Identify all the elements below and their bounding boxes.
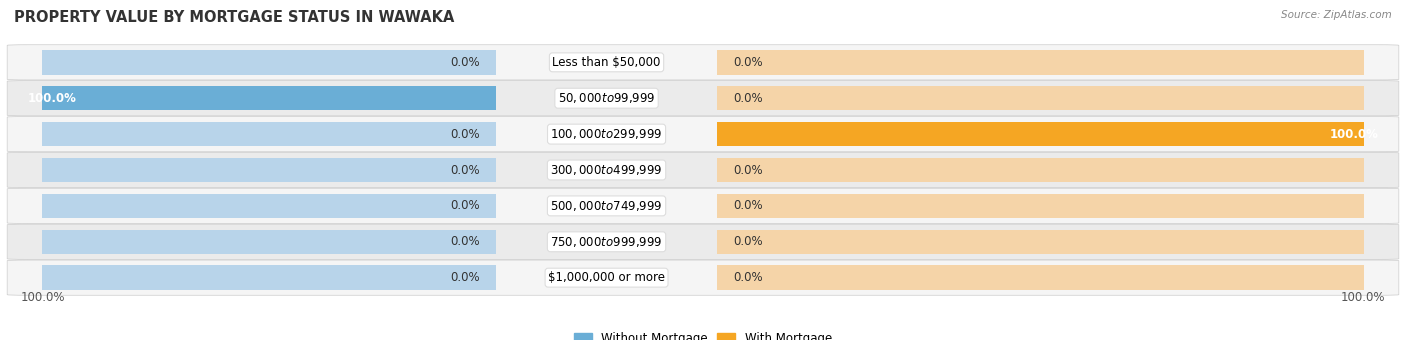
Bar bbox=[717, 122, 1364, 146]
FancyBboxPatch shape bbox=[7, 45, 1399, 80]
FancyBboxPatch shape bbox=[7, 188, 1399, 223]
Bar bbox=[717, 194, 1364, 218]
Bar bbox=[717, 266, 1364, 290]
Text: 0.0%: 0.0% bbox=[734, 164, 763, 176]
Text: $50,000 to $99,999: $50,000 to $99,999 bbox=[558, 91, 655, 105]
Text: 0.0%: 0.0% bbox=[734, 92, 763, 105]
Bar bbox=[42, 86, 496, 110]
Text: 0.0%: 0.0% bbox=[450, 199, 479, 212]
Bar bbox=[42, 86, 496, 110]
FancyBboxPatch shape bbox=[7, 224, 1399, 259]
Bar bbox=[42, 230, 496, 254]
Legend: Without Mortgage, With Mortgage: Without Mortgage, With Mortgage bbox=[569, 328, 837, 340]
Bar bbox=[717, 50, 1364, 74]
Text: Source: ZipAtlas.com: Source: ZipAtlas.com bbox=[1281, 10, 1392, 20]
Bar bbox=[42, 266, 496, 290]
FancyBboxPatch shape bbox=[7, 260, 1399, 295]
Text: 100.0%: 100.0% bbox=[1340, 291, 1385, 304]
Bar bbox=[717, 230, 1364, 254]
Bar bbox=[717, 86, 1364, 110]
Text: 0.0%: 0.0% bbox=[450, 235, 479, 248]
Bar bbox=[717, 122, 1364, 146]
Text: 0.0%: 0.0% bbox=[450, 56, 479, 69]
Text: $750,000 to $999,999: $750,000 to $999,999 bbox=[550, 235, 662, 249]
Text: 100.0%: 100.0% bbox=[21, 291, 66, 304]
Text: 100.0%: 100.0% bbox=[28, 92, 77, 105]
Text: 0.0%: 0.0% bbox=[734, 56, 763, 69]
FancyBboxPatch shape bbox=[7, 81, 1399, 116]
Text: $1,000,000 or more: $1,000,000 or more bbox=[548, 271, 665, 284]
Text: 100.0%: 100.0% bbox=[1329, 128, 1378, 141]
FancyBboxPatch shape bbox=[7, 152, 1399, 188]
Bar bbox=[717, 158, 1364, 182]
Text: $500,000 to $749,999: $500,000 to $749,999 bbox=[550, 199, 662, 213]
Text: 0.0%: 0.0% bbox=[450, 164, 479, 176]
Bar bbox=[42, 158, 496, 182]
Text: 0.0%: 0.0% bbox=[734, 235, 763, 248]
Text: 0.0%: 0.0% bbox=[450, 271, 479, 284]
Text: $100,000 to $299,999: $100,000 to $299,999 bbox=[551, 127, 662, 141]
Text: PROPERTY VALUE BY MORTGAGE STATUS IN WAWAKA: PROPERTY VALUE BY MORTGAGE STATUS IN WAW… bbox=[14, 10, 454, 25]
Text: 0.0%: 0.0% bbox=[734, 271, 763, 284]
Text: 0.0%: 0.0% bbox=[450, 128, 479, 141]
Bar bbox=[42, 122, 496, 146]
Bar bbox=[42, 50, 496, 74]
Bar bbox=[42, 194, 496, 218]
Text: $300,000 to $499,999: $300,000 to $499,999 bbox=[550, 163, 662, 177]
FancyBboxPatch shape bbox=[7, 117, 1399, 152]
Text: Less than $50,000: Less than $50,000 bbox=[553, 56, 661, 69]
Text: 0.0%: 0.0% bbox=[734, 199, 763, 212]
